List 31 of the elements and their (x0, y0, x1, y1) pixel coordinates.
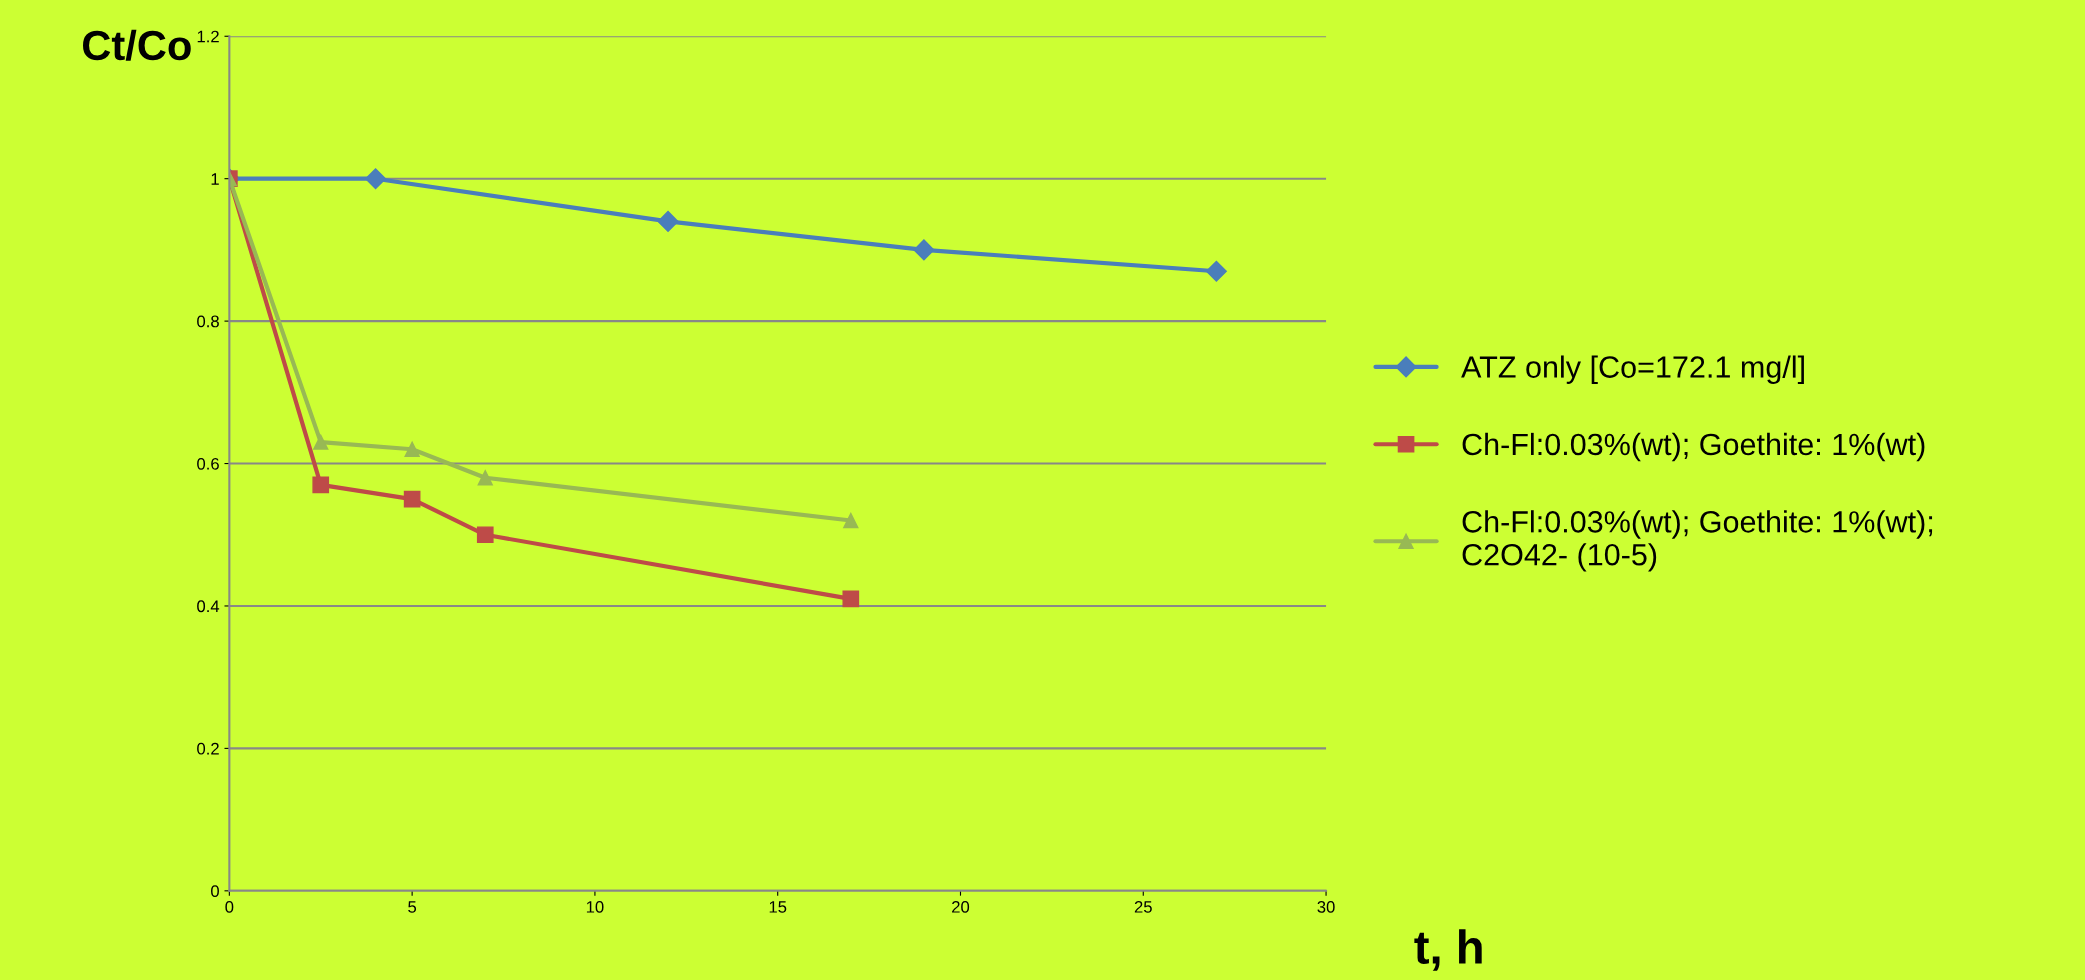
point (657, 210, 679, 232)
point (913, 239, 935, 261)
x-tick-label: 20 (952, 900, 970, 913)
legend-label: ATZ only [Co=172.1 mg/l] (1461, 355, 1804, 384)
point (842, 590, 860, 608)
y-tick-label: 1.2 (197, 30, 219, 43)
legend-label: Ch-Fl:0.03%(wt); Goethite: 1%(wt) (1462, 432, 1925, 462)
point (476, 526, 494, 544)
legend-label: Ch-Fl:0.03%(wt); Goethite: 1%(wt); C2O42- (10-5) (1462, 510, 1933, 572)
x-axis-title: t, h (1414, 929, 1482, 971)
y-tick-label: 0 (211, 885, 219, 898)
point (312, 476, 330, 494)
point (843, 512, 859, 529)
point (365, 168, 387, 190)
x-tick-label: 0 (225, 900, 234, 913)
y-tick-label: 0.2 (197, 742, 219, 755)
y-tick-label: 0.6 (197, 457, 219, 470)
x-tick-label: 5 (408, 901, 417, 913)
y-axis-title: Ct/Co (83, 29, 191, 61)
point (1205, 260, 1227, 282)
x-tick-label: 15 (769, 901, 787, 913)
x-tick-label: 30 (1317, 900, 1335, 913)
y-tick-label: 0.4 (197, 600, 220, 613)
point (477, 470, 493, 486)
point (403, 490, 421, 508)
x-tick-label: 10 (586, 900, 604, 913)
y-tick-label: 0.8 (197, 315, 219, 328)
point (313, 434, 329, 450)
point (404, 441, 420, 457)
y-tick-label: 1 (211, 173, 219, 185)
x-tick-label: 25 (1134, 900, 1152, 913)
